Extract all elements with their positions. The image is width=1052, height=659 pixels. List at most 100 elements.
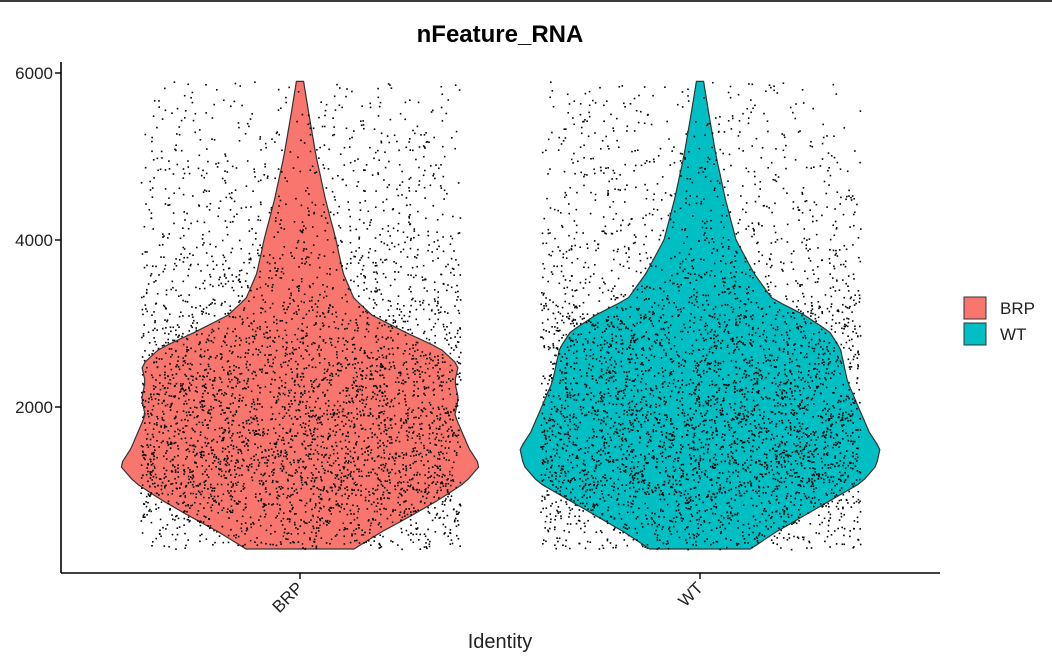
data-point [144,422,146,424]
data-point [403,510,406,512]
data-point [203,350,206,353]
data-point [310,531,313,534]
data-point [442,436,445,439]
data-point [547,348,550,351]
data-point [374,433,376,436]
data-point [376,358,379,360]
data-point [164,365,166,368]
data-point [213,379,216,382]
data-point [432,326,435,328]
data-point [165,469,168,472]
data-point [353,518,356,521]
data-point [347,288,350,290]
data-point [379,374,381,377]
data-point [626,184,628,186]
data-point [589,212,592,215]
data-point [610,290,613,293]
data-point [163,344,165,347]
data-point [837,527,839,530]
data-point [293,461,295,464]
data-point [397,194,400,197]
data-point [346,489,349,491]
data-point [453,450,456,452]
data-point [584,261,587,264]
data-point [545,297,547,299]
data-point [326,447,328,450]
data-point [817,301,820,303]
data-point [344,475,347,477]
data-point [154,320,156,322]
data-point [251,402,253,405]
data-point [617,188,620,191]
data-point [336,452,339,455]
data-point [389,330,392,332]
data-point [157,399,160,401]
data-point [456,299,458,301]
data-point [415,274,417,277]
data-point [153,361,155,364]
data-point [567,312,569,315]
data-point [616,117,618,120]
data-point [548,253,550,256]
data-point [543,539,545,541]
data-point [332,483,335,485]
data-point [394,488,397,491]
data-point [447,478,449,480]
data-point [305,466,307,468]
data-point [409,247,412,250]
data-point [848,307,850,309]
data-point [321,479,323,482]
data-point [375,505,378,507]
data-point [405,146,408,149]
data-point [226,360,229,363]
data-point [859,335,862,337]
data-point [190,263,192,266]
data-point [417,491,419,494]
data-point [305,407,307,409]
data-point [681,106,684,108]
data-point [731,115,734,117]
data-point [319,407,321,410]
data-point [212,393,214,396]
data-point [162,233,164,235]
data-point [234,328,236,330]
data-point [359,410,361,413]
data-point [186,212,188,215]
data-point [797,537,800,540]
data-point [455,510,458,513]
data-point [211,440,213,442]
data-point [422,264,425,267]
data-point [385,433,388,435]
data-point [311,508,313,511]
data-point [153,393,155,396]
data-point [436,512,439,515]
data-point [303,440,306,443]
data-point [830,328,833,331]
data-point [161,418,164,421]
data-point [316,276,319,279]
data-point [278,512,280,515]
data-point [224,179,226,182]
data-point [838,322,841,324]
data-point [376,387,378,389]
data-point [200,174,203,177]
data-point [343,467,345,470]
data-point [601,544,604,547]
data-point [815,203,818,206]
data-point [213,299,216,301]
data-point [209,202,212,205]
data-point [608,306,610,309]
data-point [176,133,178,135]
data-point [295,513,297,515]
data-point [413,230,416,232]
data-point [318,353,321,355]
data-point [376,290,378,293]
data-point [309,169,312,171]
data-point [288,520,291,523]
data-point [409,479,411,481]
data-point [280,219,282,221]
data-point [305,454,308,456]
data-point [429,411,432,413]
data-point [852,547,854,549]
data-point [340,239,342,242]
